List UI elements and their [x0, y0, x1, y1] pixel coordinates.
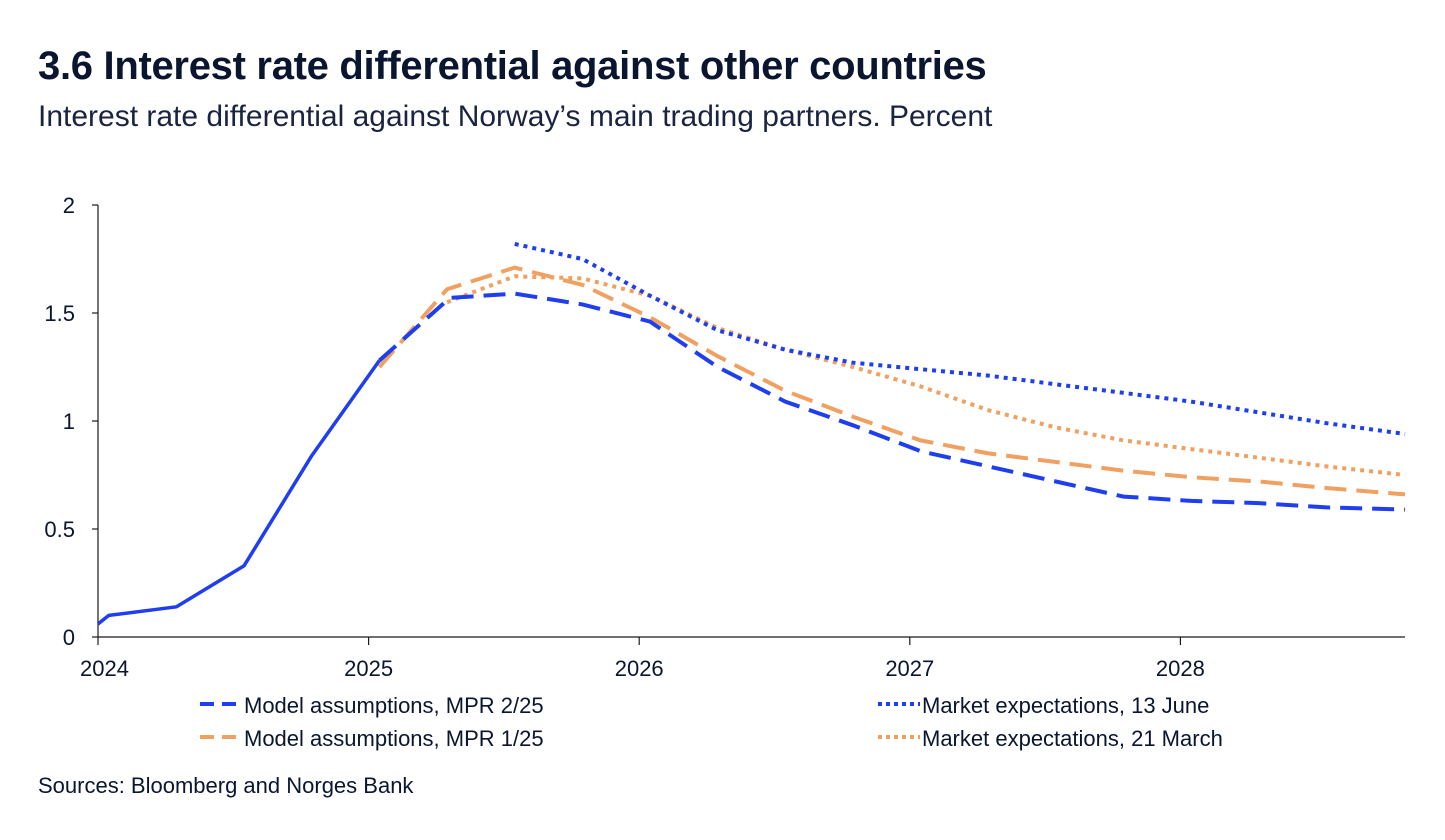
legend-label: Market expectations, 21 March — [922, 726, 1223, 751]
series-line-model-assumptions-mpr-2-25 — [378, 291, 1406, 512]
x-tick-label: 2027 — [885, 656, 934, 681]
chart-series — [96, 241, 1406, 626]
chart-axes: 0 0.5 1 1.5 2 2024 2025 2026 2027 2028 — [44, 193, 1405, 681]
chart-title: 3.6 Interest rate differential against o… — [38, 44, 987, 88]
y-tick-label: 0 — [63, 625, 75, 650]
series-line-market-expectations-13-june — [514, 241, 1406, 436]
series-line-model-assumptions-mpr-2-25-history — [96, 359, 381, 626]
series-line-model-assumptions-mpr-1-25 — [377, 265, 1406, 497]
legend-label: Market expectations, 13 June — [922, 693, 1209, 718]
y-tick-label: 1.5 — [44, 301, 75, 326]
x-tick-label: 2028 — [1156, 656, 1205, 681]
series-line-market-expectations-21-march — [446, 274, 1406, 477]
legend-label: Model assumptions, MPR 1/25 — [244, 726, 544, 751]
y-tick-label: 1 — [63, 409, 75, 434]
legend-label: Model assumptions, MPR 2/25 — [244, 693, 544, 718]
x-tick-label: 2026 — [615, 656, 664, 681]
x-tick-label: 2024 — [80, 656, 129, 681]
source-note: Sources: Bloomberg and Norges Bank — [38, 773, 414, 798]
chart-subtitle: Interest rate differential against Norwa… — [38, 100, 993, 133]
x-tick-label: 2025 — [344, 656, 393, 681]
chart-legend: Model assumptions, MPR 2/25 Model assumpt… — [200, 693, 1223, 751]
y-tick-label: 2 — [63, 193, 75, 218]
y-tick-label: 0.5 — [44, 517, 75, 542]
